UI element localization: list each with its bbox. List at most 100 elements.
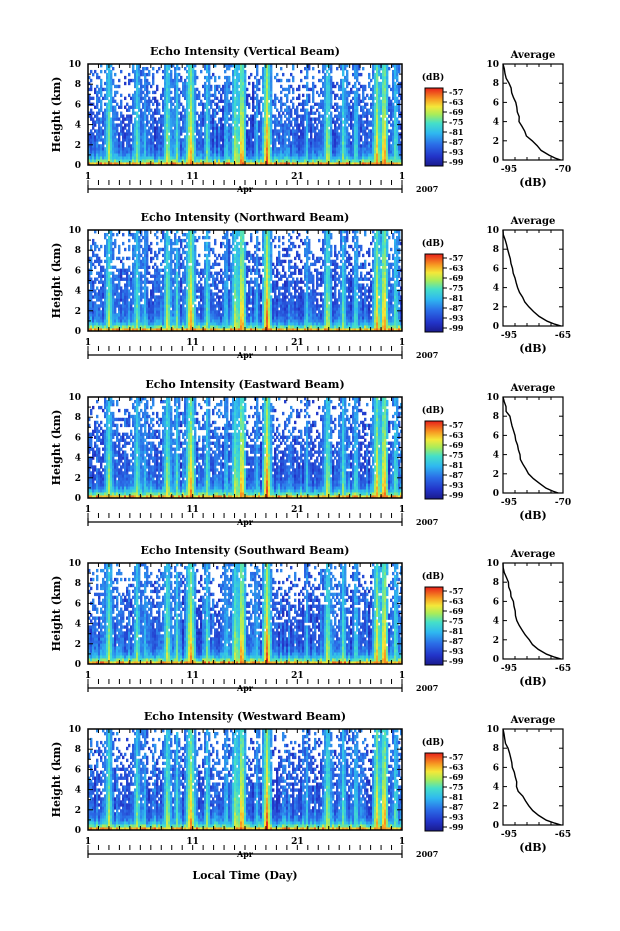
heatmap-cell	[100, 135, 102, 138]
heatmap-cell	[92, 251, 94, 254]
heatmap-cell	[146, 292, 148, 295]
heatmap-cell	[156, 123, 158, 126]
heatmap-cell	[310, 109, 312, 112]
heatmap-cell	[156, 85, 158, 88]
heatmap-cell	[256, 85, 258, 88]
heatmap-cell	[344, 67, 346, 70]
heatmap-cell	[366, 117, 368, 120]
heatmap-cell	[330, 88, 332, 91]
heatmap-cell	[128, 73, 130, 76]
heatmap-cells	[88, 64, 402, 165]
heatmap-cell	[348, 132, 350, 135]
heatmap-cell	[122, 257, 124, 260]
heatmap-cell	[314, 85, 316, 88]
heatmap-cell	[170, 126, 172, 129]
heatmap-cell	[100, 70, 102, 73]
heatmap-cell	[138, 301, 140, 304]
heatmap-cell	[98, 123, 100, 126]
heatmap-cell	[122, 141, 124, 144]
heatmap-cell	[176, 85, 178, 88]
heatmap-cell	[322, 70, 324, 73]
heatmap-cell	[286, 94, 288, 97]
heatmap-cell	[308, 100, 310, 103]
heatmap-cell	[340, 123, 342, 126]
heatmap-cell	[152, 123, 154, 126]
heatmap-cell	[164, 141, 166, 144]
heatmap-cell	[156, 106, 158, 109]
heatmap-cell	[346, 97, 348, 100]
heatmap-cell	[270, 112, 272, 115]
heatmap-cell	[252, 109, 254, 112]
heatmap-cell	[168, 94, 170, 97]
heatmap-cell	[120, 275, 122, 278]
heatmap-cell	[120, 103, 122, 106]
heatmap-cell	[196, 112, 198, 115]
heatmap-cell	[308, 67, 310, 70]
heatmap-cell	[326, 126, 328, 129]
heatmap-cell	[146, 257, 148, 260]
heatmap-cell	[330, 112, 332, 115]
heatmap-cell	[90, 245, 92, 248]
heatmap-cell	[180, 132, 182, 135]
heatmap-cell	[210, 85, 212, 88]
heatmap-cell	[270, 76, 272, 79]
heatmap-cell	[152, 79, 154, 82]
heatmap-cell	[330, 126, 332, 129]
heatmap-cell	[152, 141, 154, 144]
heatmap-cell	[360, 135, 362, 138]
average-y-tick-label: 0	[493, 156, 499, 166]
heatmap-cell	[100, 91, 102, 94]
heatmap-cell	[208, 91, 210, 94]
heatmap-cell	[246, 88, 248, 91]
heatmap-cell	[120, 286, 122, 289]
heatmap-cell	[398, 67, 400, 70]
heatmap-cell	[288, 91, 290, 94]
heatmap-cell	[388, 67, 390, 70]
heatmap-cell	[144, 76, 146, 79]
heatmap-cell	[306, 109, 308, 112]
heatmap-cell	[178, 135, 180, 138]
heatmap-cell	[194, 73, 196, 76]
heatmap-cell	[132, 67, 134, 70]
heatmap-cell	[104, 236, 106, 239]
heatmap-cell	[312, 100, 314, 103]
heatmap-cell	[100, 109, 102, 112]
heatmap-cell	[368, 82, 370, 85]
heatmap-cell	[236, 82, 238, 85]
colorbar-tick-label: -57	[449, 87, 463, 97]
heatmap-cell	[330, 103, 332, 106]
heatmap-cell	[94, 242, 96, 245]
heatmap-cell	[118, 283, 120, 286]
heatmap-cell	[130, 117, 132, 120]
heatmap-cell	[136, 292, 138, 295]
heatmap-cell	[170, 100, 172, 103]
heatmap-cell	[136, 233, 138, 236]
heatmap-cell	[114, 239, 116, 242]
heatmap-cell	[368, 85, 370, 88]
heatmap-cell	[216, 97, 218, 100]
heatmap-cell	[112, 120, 114, 123]
heatmap-cell	[296, 112, 298, 115]
heatmap-cell	[252, 103, 254, 106]
heatmap-cell	[356, 76, 358, 79]
heatmap-cell	[296, 132, 298, 135]
heatmap-cell	[280, 100, 282, 103]
heatmap-cell	[288, 106, 290, 109]
x-tick-label: 1	[85, 172, 91, 182]
heatmap-cell	[290, 115, 292, 118]
heatmap-cell	[320, 79, 322, 82]
panel-2: Echo Intensity (Northward Beam)Height (k…	[50, 211, 571, 360]
heatmap-cell	[312, 76, 314, 79]
heatmap-cell	[152, 257, 154, 260]
heatmap-cell	[96, 141, 98, 144]
heatmap-cell	[134, 117, 136, 120]
heatmap-cell	[390, 100, 392, 103]
heatmap-cell	[208, 70, 210, 73]
heatmap-cell	[118, 257, 120, 260]
heatmap-cell	[124, 126, 126, 129]
heatmap-cell	[212, 117, 214, 120]
heatmap-cell	[124, 82, 126, 85]
heatmap-cell	[142, 120, 144, 123]
heatmap-cell	[274, 126, 276, 129]
heatmap-cell	[146, 85, 148, 88]
